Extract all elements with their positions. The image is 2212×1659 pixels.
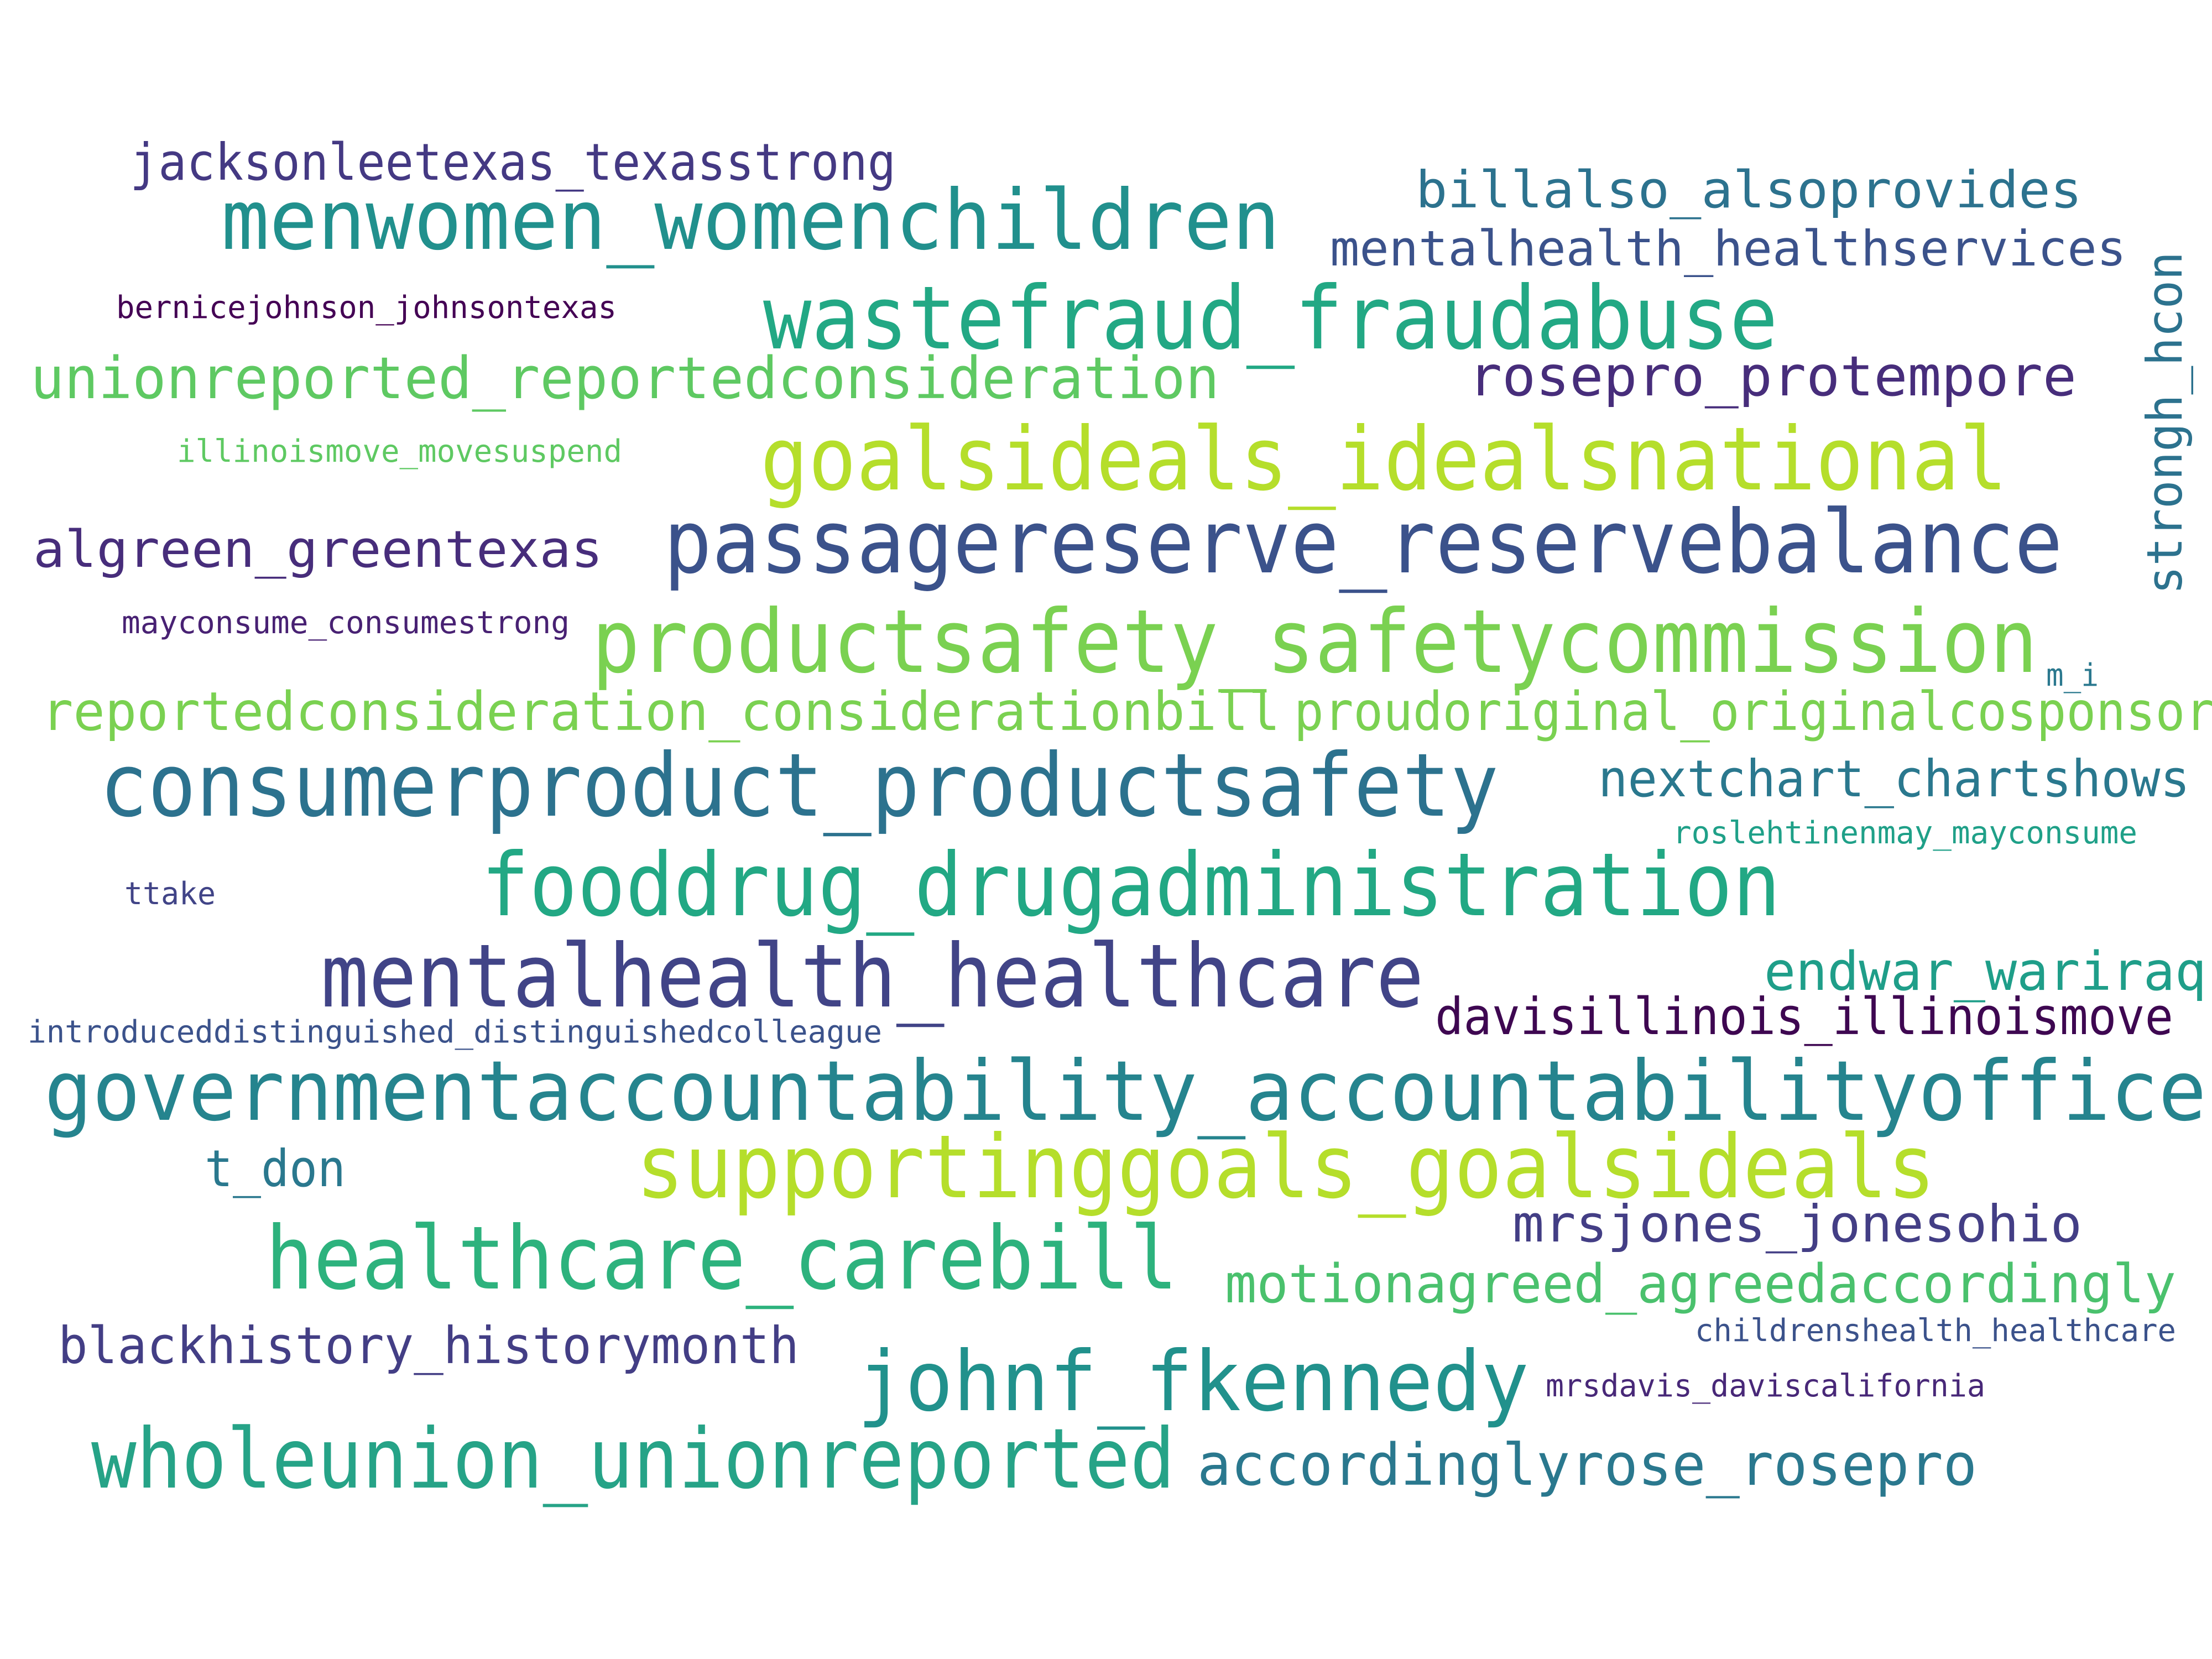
cloud-word: fooddrug_drugadministration — [481, 834, 1781, 936]
word-group: menwomen_womenchildrenjacksonleetexas_te… — [28, 133, 2212, 1507]
cloud-word: blackhistory_historymonth — [58, 1316, 799, 1375]
cloud-word: bernicejohnson_johnsontexas — [116, 290, 617, 326]
cloud-word: mentalhealth_healthservices — [1330, 220, 2126, 277]
cloud-word: passagereserve_reservebalance — [664, 492, 2063, 593]
cloud-word: ttake — [124, 876, 216, 912]
cloud-word: illinoismove_movesuspend — [177, 434, 622, 469]
cloud-word: productsafety_safetycommission — [592, 591, 2038, 693]
cloud-word: governmentaccountability_accountabilityo… — [44, 1044, 2206, 1140]
cloud-word: davisillinois_illinoismove — [1435, 987, 2173, 1046]
cloud-word: johnf_fkennedy — [857, 1334, 1529, 1430]
cloud-word: consumerproduct_productsafety — [100, 735, 1499, 837]
cloud-word: goalsideals_idealsnational — [760, 409, 2007, 510]
cloud-word: introduceddistinguished_distinguishedcol… — [28, 1014, 882, 1050]
cloud-word: mentalhealth_healthcare — [321, 926, 1424, 1027]
cloud-word: t_don — [205, 1139, 346, 1198]
cloud-word: endwar_wariraq — [1764, 941, 2206, 1003]
cloud-word: childrenshealth_healthcare — [1695, 1313, 2176, 1349]
cloud-word: wholeunion_unionreported — [91, 1411, 1175, 1507]
cloud-word: unionreported_reportedconsideration — [30, 345, 1219, 412]
cloud-word: rosepro_protempore — [1468, 344, 2077, 409]
cloud-word: mayconsume_consumestrong — [122, 605, 570, 641]
cloud-word: supportinggoals_goalsideals — [636, 1117, 1936, 1218]
cloud-word: roslehtinenmay_mayconsume — [1673, 815, 2137, 851]
cloud-word: algreen_greentexas — [33, 520, 603, 579]
cloud-word: strongh_hcon — [2136, 252, 2193, 594]
cloud-word: billalso_alsoprovides — [1416, 160, 2082, 220]
cloud-word: reportedconsideration_considerationbill — [41, 681, 1280, 743]
cloud-word: healthcare_carebill — [265, 1208, 1178, 1310]
cloud-word: m_i — [2046, 658, 2099, 693]
cloud-word: wastefraud_fraudabuse — [763, 268, 1778, 369]
cloud-word: mrsjones_jonesohio — [1512, 1194, 2082, 1254]
cloud-word: jacksonleetexas_texasstrong — [130, 133, 896, 192]
cloud-word: accordinglyrose_rosepro — [1197, 1431, 1977, 1499]
cloud-word: menwomen_womenchildren — [221, 173, 1280, 269]
cloud-word: nextchart_chartshows — [1598, 749, 2190, 808]
cloud-word: proudoriginal_originalcosponsor — [1294, 681, 2212, 743]
cloud-word: mrsdavis_daviscalifornia — [1546, 1368, 1985, 1404]
cloud-word: motionagreed_agreedaccordingly — [1225, 1253, 2176, 1315]
